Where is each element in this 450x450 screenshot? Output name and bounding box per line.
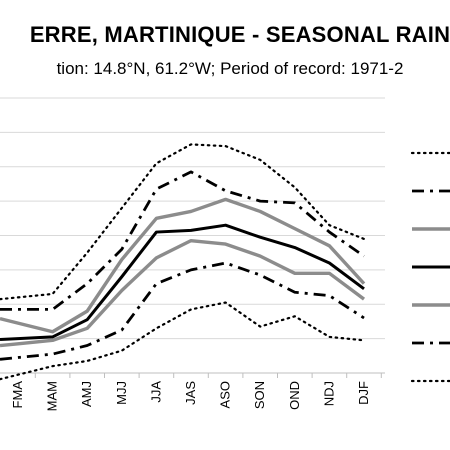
series-line-6 (0, 261, 365, 361)
x-tick-label: JAS (183, 381, 198, 405)
x-tick-label: FMA (10, 381, 25, 409)
chart-title: ERRE, MARTINIQUE - SEASONAL RAIN (29, 22, 450, 47)
x-tick-label: MJJ (114, 381, 129, 405)
chart-subtitle: tion: 14.8°N, 61.2°W; Period of record: … (56, 59, 404, 78)
x-tick-label: OND (287, 381, 302, 410)
series-line-7 (0, 301, 366, 381)
series-line-3 (0, 197, 366, 334)
series-line-1 (0, 143, 366, 301)
series-line-2 (0, 170, 365, 311)
x-tick-label: MAM (45, 381, 60, 411)
x-tick-label: AMJ (79, 381, 94, 407)
x-tick-label: JJA (148, 381, 163, 403)
series-line-4 (0, 223, 365, 342)
x-tick-label: ASO (218, 381, 233, 408)
x-tick-label: SON (252, 381, 267, 409)
x-tick-label: DJF (356, 381, 371, 405)
x-tick-label: NDJ (321, 381, 336, 406)
series-line-5 (0, 238, 366, 348)
